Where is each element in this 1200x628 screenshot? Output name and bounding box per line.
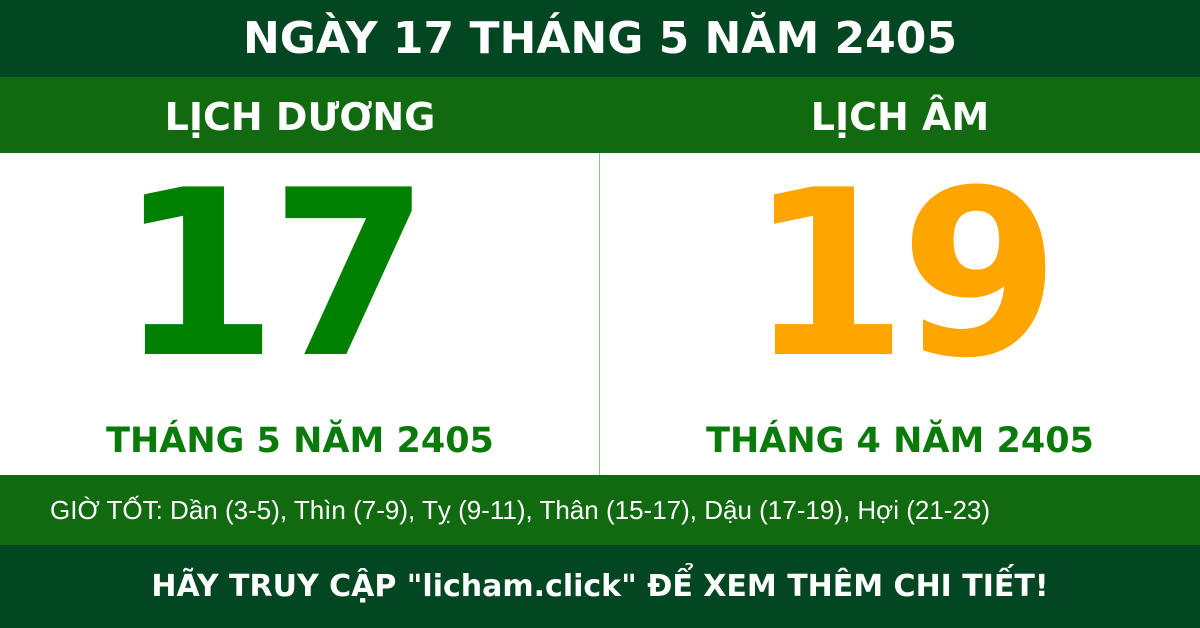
solar-month-year: THÁNG 5 NĂM 2405 [106, 421, 494, 461]
solar-label: LỊCH DƯƠNG [164, 95, 436, 139]
lunar-label: LỊCH ÂM [810, 95, 990, 139]
calendar-header-band: LỊCH DƯƠNG LỊCH ÂM [0, 77, 1200, 153]
divider [599, 153, 600, 475]
solar-day: 17 [117, 142, 430, 409]
solar-panel: 17 THÁNG 5 NĂM 2405 [0, 153, 600, 475]
lunar-day: 19 [747, 142, 1060, 409]
good-hours: GIỜ TỐT: Dần (3-5), Thìn (7-9), Tỵ (9-11… [0, 475, 1200, 545]
lunar-month-year: THÁNG 4 NĂM 2405 [706, 421, 1094, 461]
footer-cta: HÃY TRUY CẬP "licham.click" ĐỂ XEM THÊM … [0, 545, 1200, 628]
page-title: NGÀY 17 THÁNG 5 NĂM 2405 [0, 0, 1200, 77]
lunar-panel: 19 THÁNG 4 NĂM 2405 [600, 153, 1200, 475]
